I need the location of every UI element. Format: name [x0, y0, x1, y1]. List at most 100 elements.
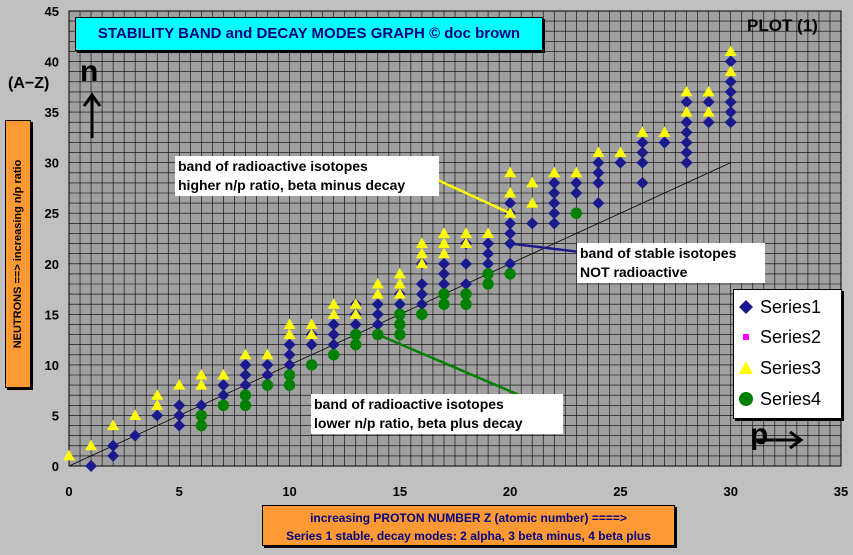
y-axis-symbol: n	[80, 55, 99, 88]
data-point	[702, 106, 715, 117]
annotation-beta-plus: band of radioactive isotopes lower n/p r…	[311, 394, 563, 434]
data-point	[614, 156, 627, 169]
data-point	[283, 318, 296, 329]
data-point	[437, 278, 450, 290]
data-point	[151, 399, 164, 410]
data-point	[680, 146, 693, 159]
x-tick-label: 15	[393, 484, 407, 499]
data-point	[592, 166, 605, 179]
data-point	[349, 318, 362, 331]
y-axis-extra-label: (A−Z)	[8, 75, 50, 92]
data-point	[437, 267, 450, 280]
data-point	[283, 358, 296, 371]
data-point	[504, 257, 517, 270]
legend-label: Series1	[760, 296, 822, 317]
circle-icon	[739, 392, 753, 406]
y-tick-label: 30	[45, 156, 59, 171]
data-point	[548, 207, 561, 220]
data-point	[195, 379, 208, 390]
data-point	[195, 399, 208, 412]
data-point	[173, 399, 186, 412]
data-point	[305, 328, 318, 340]
legend-item-series2: Series2	[738, 325, 821, 349]
data-point	[460, 257, 473, 270]
data-point	[504, 268, 516, 280]
data-point	[636, 156, 649, 169]
data-point	[482, 227, 495, 238]
data-point	[724, 85, 737, 98]
data-point	[239, 358, 252, 371]
data-point	[261, 379, 274, 391]
data-point	[394, 328, 406, 341]
data-point	[416, 308, 428, 321]
data-point	[261, 348, 274, 360]
legend: Series1 Series2 Series3 Series4	[733, 289, 842, 419]
n-arrow	[82, 92, 102, 138]
series-series1	[85, 55, 737, 472]
data-point	[570, 176, 583, 189]
y-tick-label: 45	[45, 4, 59, 19]
data-point	[504, 227, 517, 240]
y-tick-label: 40	[45, 55, 59, 70]
data-point	[526, 217, 539, 230]
data-point	[394, 308, 406, 321]
data-point	[482, 257, 495, 270]
data-point	[680, 85, 693, 97]
data-point	[371, 278, 384, 289]
data-point	[680, 136, 693, 149]
data-point	[460, 237, 473, 249]
annotation-leader-line	[377, 333, 544, 407]
x-tick-label: 0	[65, 484, 72, 499]
data-point	[107, 449, 120, 462]
x-axis-symbol: p	[750, 418, 769, 451]
data-point	[636, 146, 649, 159]
y-tick-label: 20	[45, 257, 59, 272]
data-point	[702, 116, 715, 129]
plot-border	[68, 10, 842, 467]
x-tick-label: 35	[834, 484, 848, 499]
data-point	[482, 247, 495, 260]
tick-labels: 0 5 10 15 20 25 30 35 0 5 10 15 20 25 30 35 40 45	[45, 4, 849, 499]
y-tick-label: 0	[52, 459, 59, 474]
data-point	[437, 247, 450, 259]
data-point	[415, 278, 428, 290]
data-point	[217, 389, 230, 402]
triangle-icon	[739, 361, 753, 374]
data-point	[526, 176, 539, 188]
data-point	[658, 126, 671, 137]
data-point	[614, 146, 627, 158]
data-point	[724, 75, 737, 88]
annotation-line: band of radioactive isotopes	[314, 396, 504, 412]
data-point	[592, 146, 605, 158]
data-point	[239, 379, 252, 392]
data-point	[305, 318, 318, 329]
data-point	[636, 126, 649, 137]
data-point	[724, 65, 737, 77]
data-point	[460, 278, 473, 290]
data-point	[526, 197, 539, 208]
y-tick-label: 15	[45, 307, 59, 322]
data-point	[437, 257, 450, 270]
legend-item-series3: Series3	[738, 356, 821, 380]
data-point	[680, 126, 693, 139]
data-point	[107, 439, 120, 452]
x-tick-label: 5	[176, 484, 183, 499]
data-point	[85, 460, 98, 472]
data-point	[195, 419, 208, 432]
data-point	[504, 217, 517, 230]
data-point	[415, 247, 428, 259]
data-point	[724, 116, 737, 129]
data-point	[151, 389, 164, 400]
data-point	[415, 288, 428, 301]
data-point	[283, 348, 296, 361]
data-point	[438, 298, 450, 310]
data-point	[261, 369, 274, 381]
data-point	[350, 338, 362, 351]
data-point	[217, 399, 230, 412]
annotation-line: higher n/p ratio, beta minus decay	[178, 177, 406, 193]
legend-item-series1: Series1	[738, 295, 821, 319]
data-point	[548, 187, 561, 199]
data-point	[724, 45, 737, 56]
data-point	[173, 379, 186, 390]
x-tick-label: 20	[503, 484, 517, 499]
